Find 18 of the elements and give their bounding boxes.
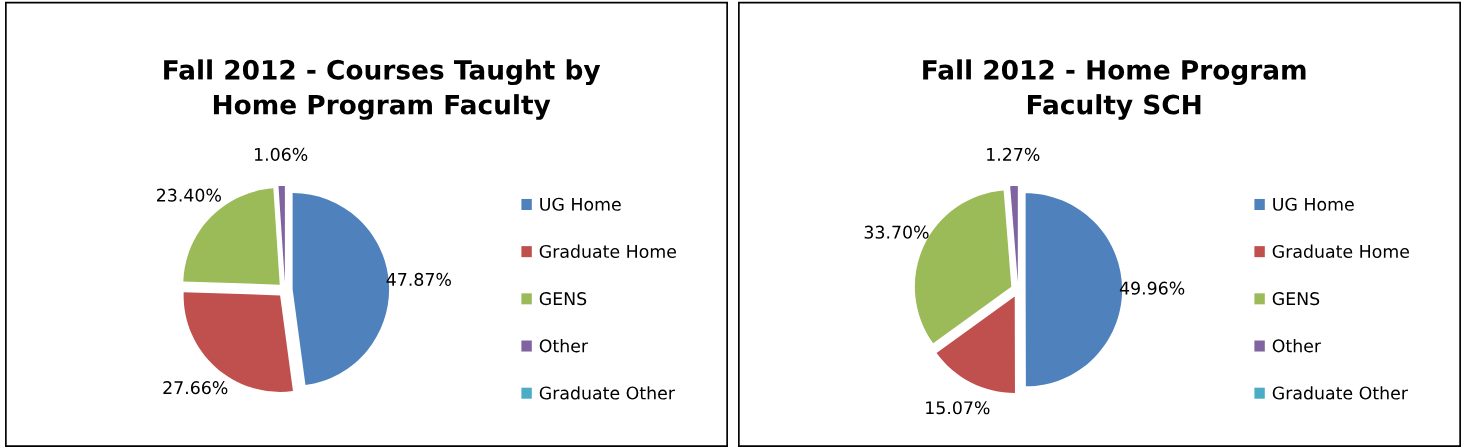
- data-label: 1.27%: [987, 147, 1040, 161]
- legend-label: Graduate Other: [539, 386, 675, 400]
- data-label: 15.07%: [926, 401, 990, 415]
- data-label: 27.66%: [163, 381, 228, 395]
- chart-title: Fall 2012 - Home Program Faculty SCH: [923, 59, 1306, 120]
- legend-label: UG Home: [1273, 197, 1354, 211]
- legend-label: Graduate Home: [1272, 244, 1409, 259]
- legend-label: GENS: [539, 292, 587, 306]
- chart-title: Fall 2012 - Courses Taught by Home Program Faculty: [164, 59, 601, 120]
- data-label: 1.06%: [255, 147, 308, 161]
- legend-label: Graduate Other: [1272, 386, 1408, 400]
- legend-label: GENS: [1272, 292, 1320, 306]
- data-label: 23.40%: [157, 188, 221, 202]
- legend-label: Other: [1272, 338, 1322, 353]
- legend-label: Other: [539, 338, 589, 353]
- legend-label: Graduate Home: [539, 244, 676, 259]
- legend-label: UG Home: [540, 197, 621, 211]
- data-label: 33.70%: [864, 225, 929, 239]
